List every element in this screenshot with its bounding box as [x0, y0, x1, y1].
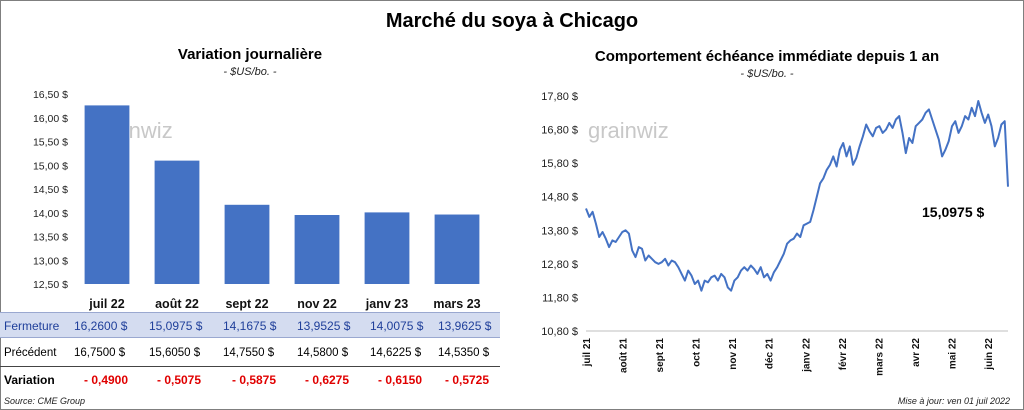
- y-tick-label: 12,50 $: [33, 279, 68, 291]
- x-tick-label: sept 21: [655, 338, 666, 373]
- row-label: Variation: [4, 373, 55, 387]
- table-divider: [0, 366, 500, 367]
- table-row-precedent: Précédent 16,7500 $ 15,6050 $ 14,7550 $ …: [0, 340, 500, 366]
- update-note: Mise à jour: ven 01 juil 2022: [897, 396, 1010, 406]
- x-tick-label: juil 22: [88, 297, 124, 311]
- x-tick-label: août 22: [155, 297, 199, 311]
- y-tick-label: 16,80 $: [541, 125, 578, 137]
- x-tick-label: juil 21: [582, 338, 593, 368]
- table-cell: 14,5350 $: [438, 347, 490, 359]
- x-tick-label: mars 22: [874, 338, 885, 376]
- y-tick-label: 10,80 $: [541, 326, 578, 338]
- y-tick-label: 16,00 $: [33, 113, 68, 125]
- source-note: Source: CME Group: [4, 396, 86, 406]
- y-tick-label: 13,80 $: [541, 225, 578, 237]
- bar-chart: 12,50 $ 13,00 $ 13,50 $ 14,00 $ 14,50 $ 15,00…: [33, 89, 481, 311]
- x-tick-label: avr 22: [911, 338, 922, 367]
- y-tick-label: 11,80 $: [542, 292, 578, 304]
- x-tick-label: nov 21: [728, 338, 739, 370]
- right-watermark: grainwiz: [588, 118, 669, 143]
- right-chart-unit: - $US/bo. -: [740, 68, 794, 80]
- bar: [434, 214, 480, 284]
- main-title: Marché du soya à Chicago: [385, 10, 639, 32]
- x-tick-label: janv 22: [801, 338, 812, 373]
- x-tick-label: août 21: [619, 338, 630, 373]
- last-value-label: 15,0975 $: [922, 204, 985, 220]
- x-tick-label: mai 22: [947, 338, 958, 370]
- table-cell: 14,7550 $: [223, 347, 275, 359]
- y-tick-label: 13,50 $: [33, 232, 68, 244]
- table-cell: 14,6225 $: [370, 347, 422, 359]
- x-tick-label: nov 22: [297, 297, 337, 311]
- y-tick-label: 14,50 $: [33, 184, 68, 196]
- y-tick-label: 12,80 $: [541, 259, 578, 271]
- table-cell: 15,6050 $: [149, 347, 201, 359]
- left-chart-title: Variation journalière: [177, 46, 323, 63]
- y-tick-label: 15,00 $: [33, 160, 68, 172]
- table-cell: - 0,6150: [378, 373, 423, 387]
- table-cell: 13,9525 $: [297, 319, 351, 333]
- bar: [364, 212, 410, 284]
- table-cell: 13,9625 $: [438, 319, 492, 333]
- right-chart-title: Comportement échéance immédiate depuis 1…: [594, 48, 940, 65]
- table-row-fermeture: Fermeture 16,2600 $ 15,0975 $ 14,1675 $ …: [0, 312, 500, 338]
- table-cell: 14,1675 $: [223, 319, 277, 333]
- table-cell: 15,0975 $: [149, 319, 203, 333]
- table-cell: - 0,6275: [305, 373, 350, 387]
- table-row-variation: Variation - 0,4900 - 0,5075 - 0,5875 - 0…: [0, 367, 500, 393]
- table-cell: - 0,4900: [84, 373, 129, 387]
- x-tick-label: sept 22: [225, 297, 268, 311]
- y-tick-label: 17,80 $: [541, 91, 578, 103]
- x-tick-label: déc 21: [765, 338, 776, 370]
- table-cell: 14,5800 $: [297, 347, 349, 359]
- y-tick-label: 13,00 $: [33, 255, 68, 267]
- x-tick-label: févr 22: [838, 338, 849, 371]
- table-cell: 14,0075 $: [370, 319, 424, 333]
- bar: [154, 160, 200, 284]
- y-tick-label: 14,00 $: [33, 208, 68, 220]
- row-label: Fermeture: [4, 319, 60, 333]
- y-tick-label: 15,80 $: [541, 158, 578, 170]
- row-label: Précédent: [4, 347, 57, 359]
- x-tick-label: oct 21: [692, 338, 703, 367]
- bar: [294, 215, 340, 284]
- bar: [224, 204, 270, 284]
- left-chart-unit: - $US/bo. -: [223, 66, 277, 78]
- y-tick-label: 14,80 $: [541, 192, 578, 204]
- line-chart: 10,80 $ 11,80 $ 12,80 $ 13,80 $ 14,80 $ 15,80…: [541, 91, 1009, 376]
- x-tick-label: mars 23: [433, 297, 480, 311]
- table-cell: 16,7500 $: [74, 347, 126, 359]
- table-cell: 16,2600 $: [74, 319, 128, 333]
- table-cell: - 0,5725: [445, 373, 490, 387]
- table-cell: - 0,5075: [157, 373, 202, 387]
- bar: [84, 105, 130, 285]
- x-tick-label: juin 22: [984, 338, 995, 371]
- y-tick-label: 16,50 $: [33, 89, 68, 101]
- x-tick-label: janv 23: [365, 297, 408, 311]
- y-tick-label: 15,50 $: [33, 137, 68, 149]
- table-cell: - 0,5875: [232, 373, 277, 387]
- series-line: [585, 100, 1009, 292]
